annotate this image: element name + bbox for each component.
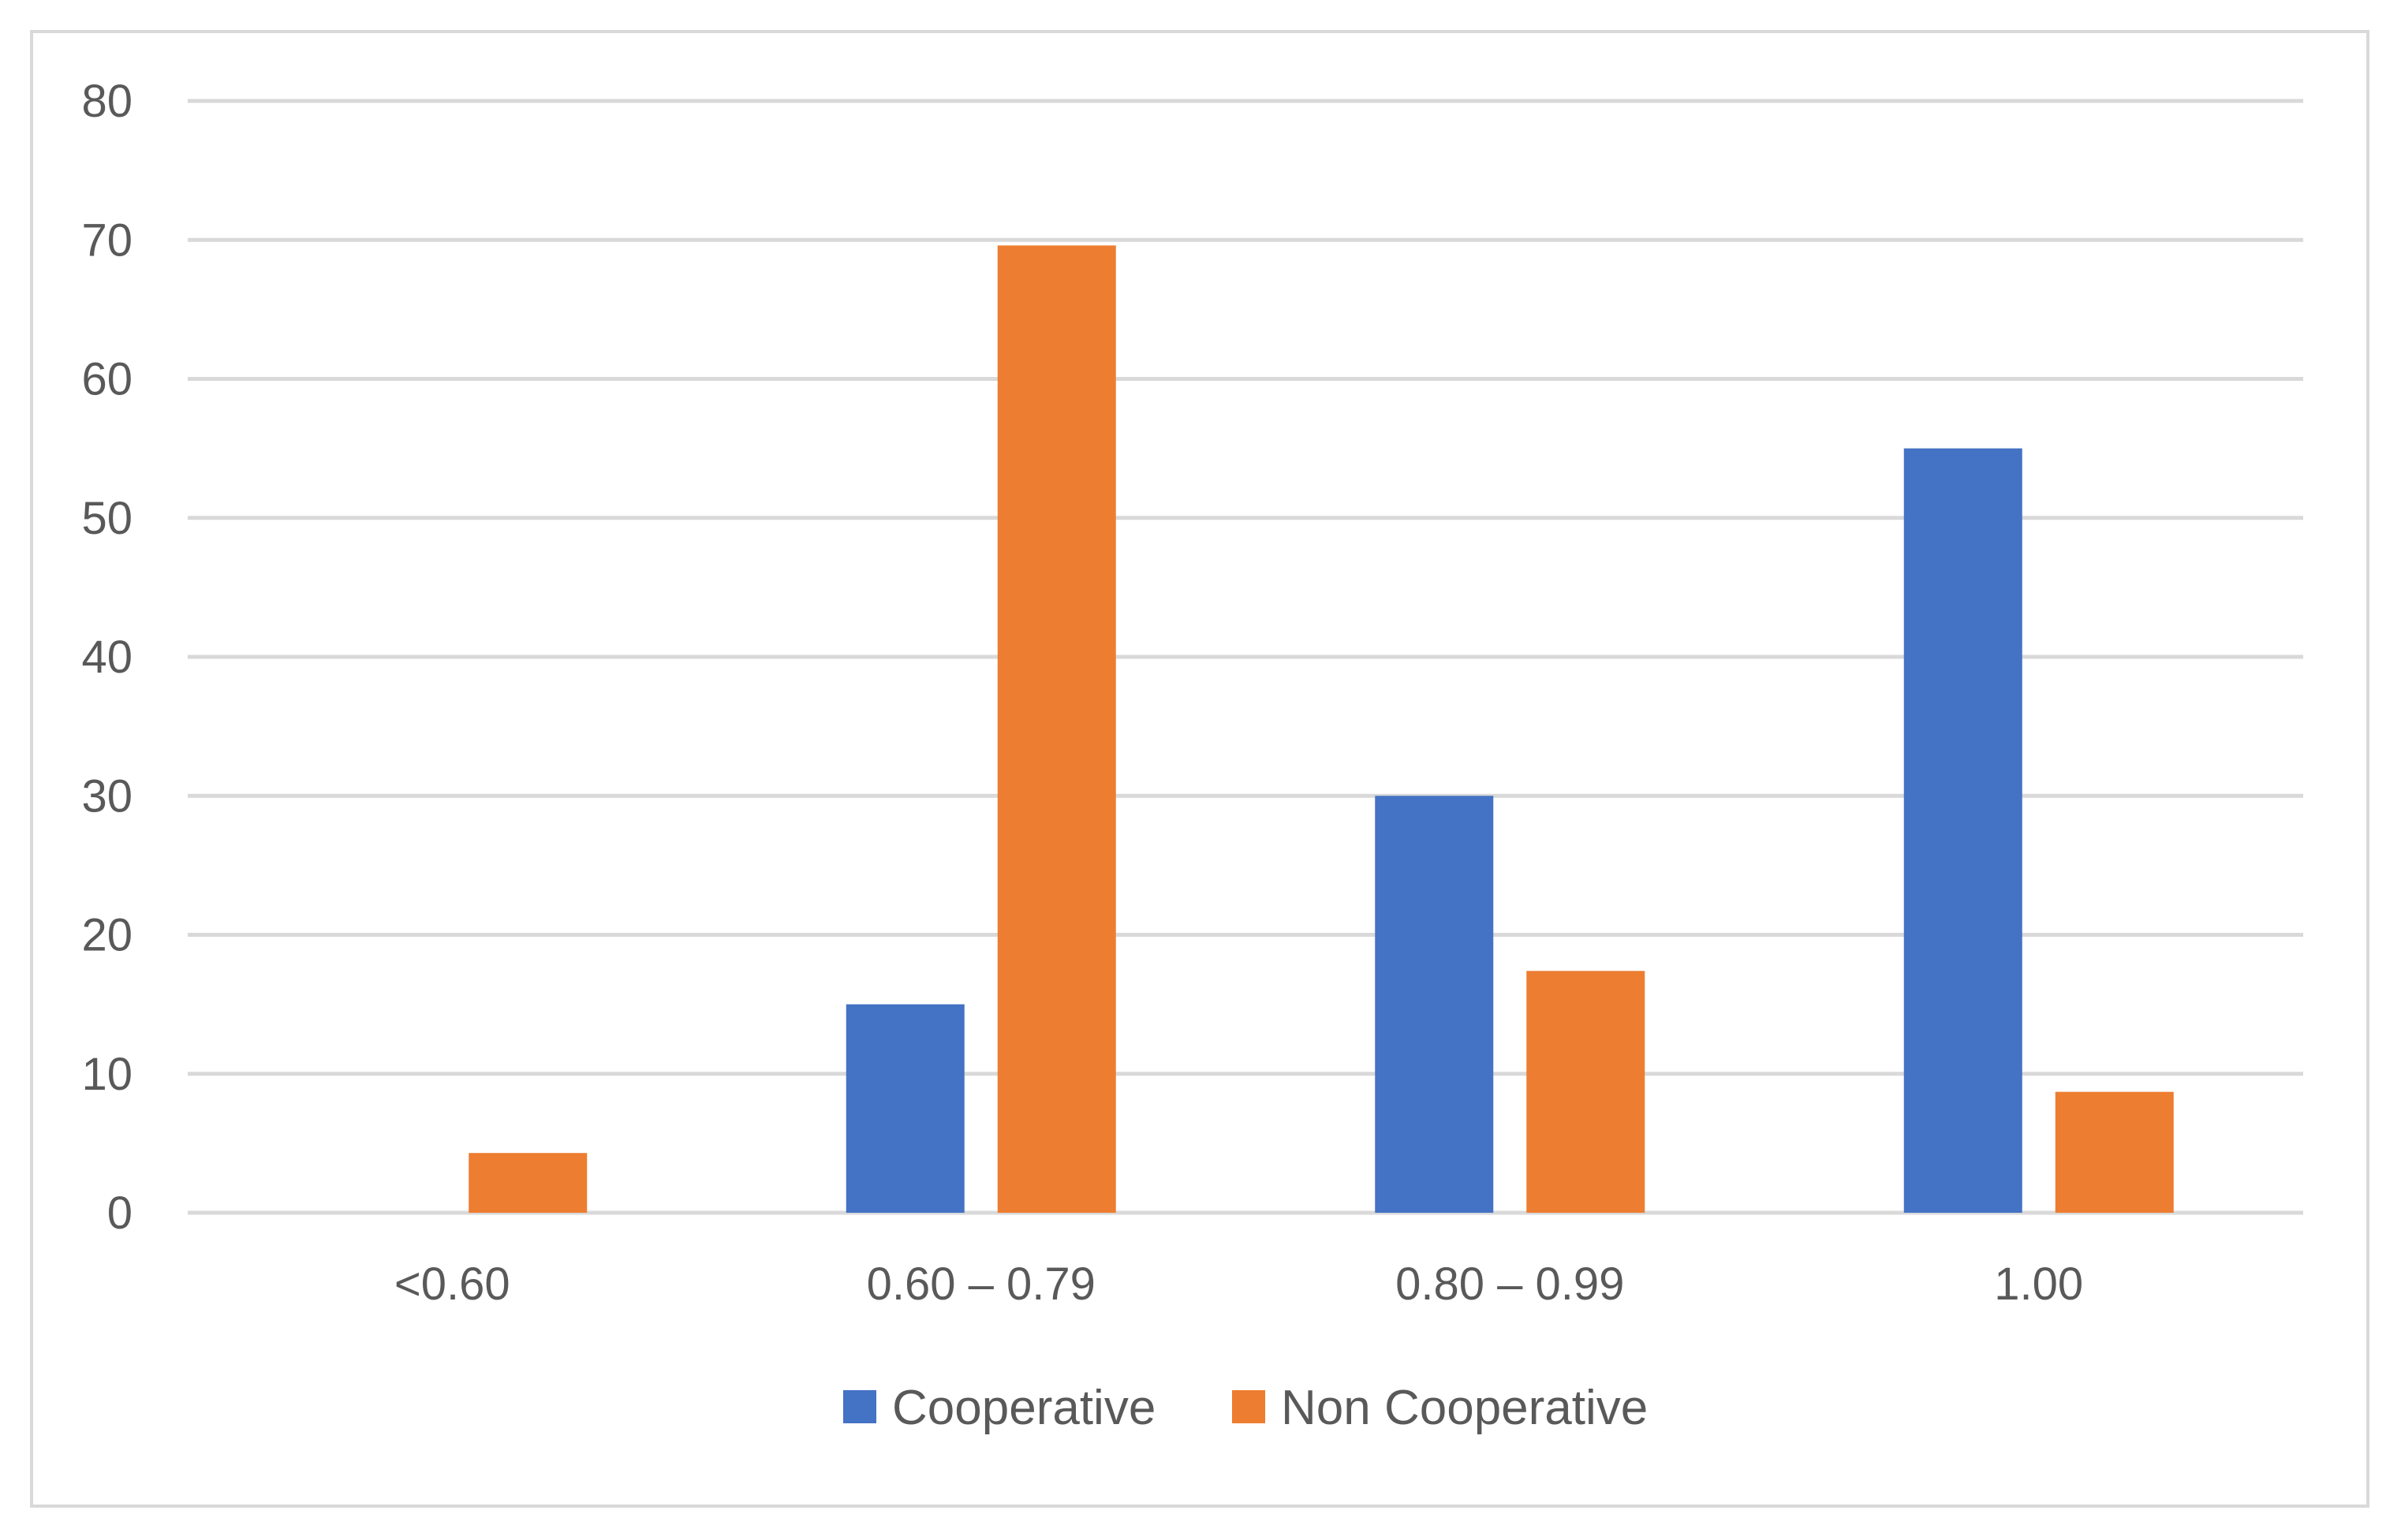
bars — [469, 245, 2174, 1213]
y-axis-tick-labels: 0 10 20 30 40 50 60 70 80 — [81, 76, 133, 1239]
y-tick-label: 40 — [81, 632, 133, 683]
y-tick-label: 10 — [81, 1049, 133, 1100]
x-tick-label: 0.80 – 0.99 — [1395, 1258, 1624, 1310]
legend-swatch-cooperative — [843, 1390, 876, 1423]
bar-non-cooperative-0 — [469, 1153, 588, 1213]
legend-swatch-non-cooperative — [1232, 1390, 1265, 1423]
x-tick-label: 1.00 — [1994, 1258, 2083, 1310]
x-tick-label: <0.60 — [394, 1258, 510, 1310]
x-axis-tick-labels: <0.60 0.60 – 0.79 0.80 – 0.99 1.00 — [394, 1258, 2083, 1310]
bar-cooperative-3 — [1903, 448, 2022, 1213]
y-tick-label: 50 — [81, 493, 133, 544]
legend-label-non-cooperative: Non Cooperative — [1281, 1381, 1648, 1435]
bar-non-cooperative-2 — [1526, 971, 1645, 1213]
y-tick-label: 0 — [107, 1188, 133, 1239]
legend: Cooperative Non Cooperative — [843, 1381, 1648, 1435]
bar-non-cooperative-3 — [2055, 1091, 2174, 1213]
y-tick-label: 20 — [81, 910, 133, 961]
x-tick-label: 0.60 – 0.79 — [867, 1258, 1096, 1310]
bar-cooperative-1 — [846, 1004, 965, 1213]
legend-label-cooperative: Cooperative — [892, 1381, 1156, 1435]
bar-cooperative-2 — [1375, 796, 1494, 1213]
y-tick-label: 70 — [81, 214, 133, 266]
y-tick-label: 60 — [81, 354, 133, 405]
y-tick-label: 80 — [81, 76, 133, 127]
y-tick-label: 30 — [81, 770, 133, 822]
bar-non-cooperative-1 — [997, 245, 1116, 1213]
